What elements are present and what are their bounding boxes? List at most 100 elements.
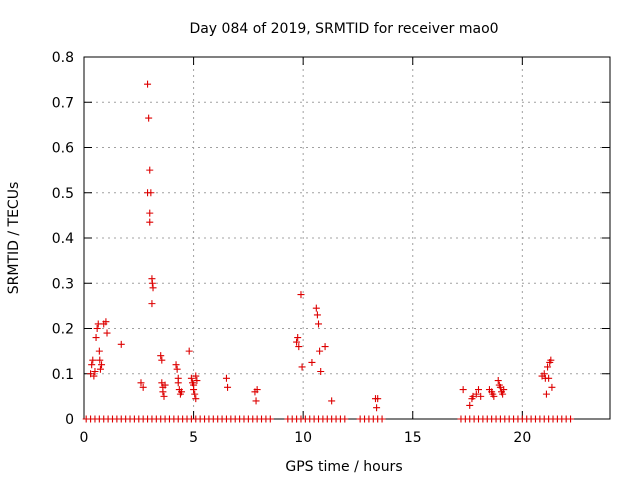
data-point <box>158 356 166 364</box>
data-point <box>297 291 305 299</box>
data-point <box>146 218 154 226</box>
data-point <box>313 311 321 319</box>
data-point <box>174 379 182 387</box>
y-tick-label: 0.6 <box>52 141 74 157</box>
data-point <box>253 386 261 394</box>
data-point <box>308 358 316 366</box>
data-point <box>103 329 111 337</box>
data-point <box>466 401 474 409</box>
data-point <box>547 356 555 364</box>
data-point <box>298 363 306 371</box>
y-tick-label: 0.5 <box>52 186 74 202</box>
data-point <box>316 347 324 355</box>
data-point <box>157 352 165 360</box>
data-point <box>91 367 99 375</box>
data-point <box>373 404 381 412</box>
data-point <box>160 392 168 400</box>
data-point <box>145 114 153 122</box>
grid-layer <box>84 57 610 419</box>
data-point <box>567 415 575 423</box>
x-tick-label: 20 <box>513 430 531 446</box>
y-tick-label: 0.1 <box>52 367 74 383</box>
data-point <box>544 363 552 371</box>
data-point <box>148 279 156 287</box>
data-point <box>147 189 155 197</box>
data-point <box>494 377 502 385</box>
data-point <box>374 395 382 403</box>
data-point <box>545 374 553 382</box>
data-point <box>98 361 106 369</box>
data-point <box>293 338 301 346</box>
y-tick-label: 0.7 <box>52 95 74 111</box>
data-point <box>266 415 274 423</box>
x-axis-label: GPS time / hours <box>285 459 402 475</box>
x-tick-label: 5 <box>189 430 198 446</box>
y-tick-label: 0.3 <box>52 276 74 292</box>
data-point <box>540 370 548 378</box>
data-point <box>90 372 98 380</box>
data-point <box>548 383 556 391</box>
data-point <box>295 343 303 351</box>
x-tick-label: 0 <box>80 430 89 446</box>
data-point <box>191 390 199 398</box>
data-point <box>144 80 152 88</box>
data-point <box>190 386 198 394</box>
data-point <box>477 392 485 400</box>
data-point <box>96 365 104 373</box>
y-tick-label: 0.2 <box>52 322 74 338</box>
data-point <box>172 361 180 369</box>
x-tick-label: 10 <box>294 430 312 446</box>
data-point <box>102 318 110 326</box>
data-point <box>93 325 101 332</box>
tick-layer: 0 0.1 0.2 0.3 0.4 0.5 0.6 0.7 0.8 0 5 10 15 20 <box>52 50 610 446</box>
data-point <box>192 372 200 380</box>
data-point <box>117 340 125 348</box>
data-point <box>321 343 329 351</box>
data-point <box>224 383 232 391</box>
data-point <box>96 356 104 364</box>
data-point <box>178 388 186 396</box>
data-point <box>472 390 480 398</box>
y-axis-label: SRMTID / TECUs <box>6 182 22 295</box>
x-tick-label: 15 <box>404 430 422 446</box>
data-point <box>317 367 325 375</box>
data-point <box>294 334 302 342</box>
data-point <box>139 383 147 391</box>
data-point <box>159 388 167 396</box>
point-layer <box>82 80 575 423</box>
y-tick-label: 0.4 <box>52 231 74 247</box>
data-point <box>146 166 154 174</box>
data-point <box>499 390 507 398</box>
data-point <box>137 379 145 387</box>
data-point <box>193 377 201 385</box>
data-point <box>95 347 103 355</box>
data-point <box>146 209 154 217</box>
data-point <box>187 374 195 382</box>
data-point <box>149 284 157 292</box>
data-point <box>542 390 550 398</box>
data-point <box>173 365 181 373</box>
data-point <box>222 374 230 382</box>
data-point <box>185 347 193 355</box>
data-point <box>490 392 498 400</box>
data-point <box>92 334 100 342</box>
data-point <box>459 386 467 394</box>
data-point <box>88 361 96 369</box>
data-point <box>500 386 508 394</box>
y-tick-label: 0.8 <box>52 50 74 66</box>
data-point <box>341 415 349 423</box>
data-point <box>312 304 320 312</box>
data-point <box>315 320 323 328</box>
data-point <box>378 415 386 423</box>
data-point <box>148 300 156 308</box>
data-point <box>252 397 260 405</box>
data-point <box>328 397 336 405</box>
data-point <box>89 356 97 364</box>
data-point <box>192 395 200 403</box>
data-point <box>161 381 169 389</box>
chart-title: Day 084 of 2019, SRMTID for receiver mao… <box>189 21 498 37</box>
data-point <box>475 386 482 394</box>
y-tick-label: 0 <box>65 412 74 428</box>
